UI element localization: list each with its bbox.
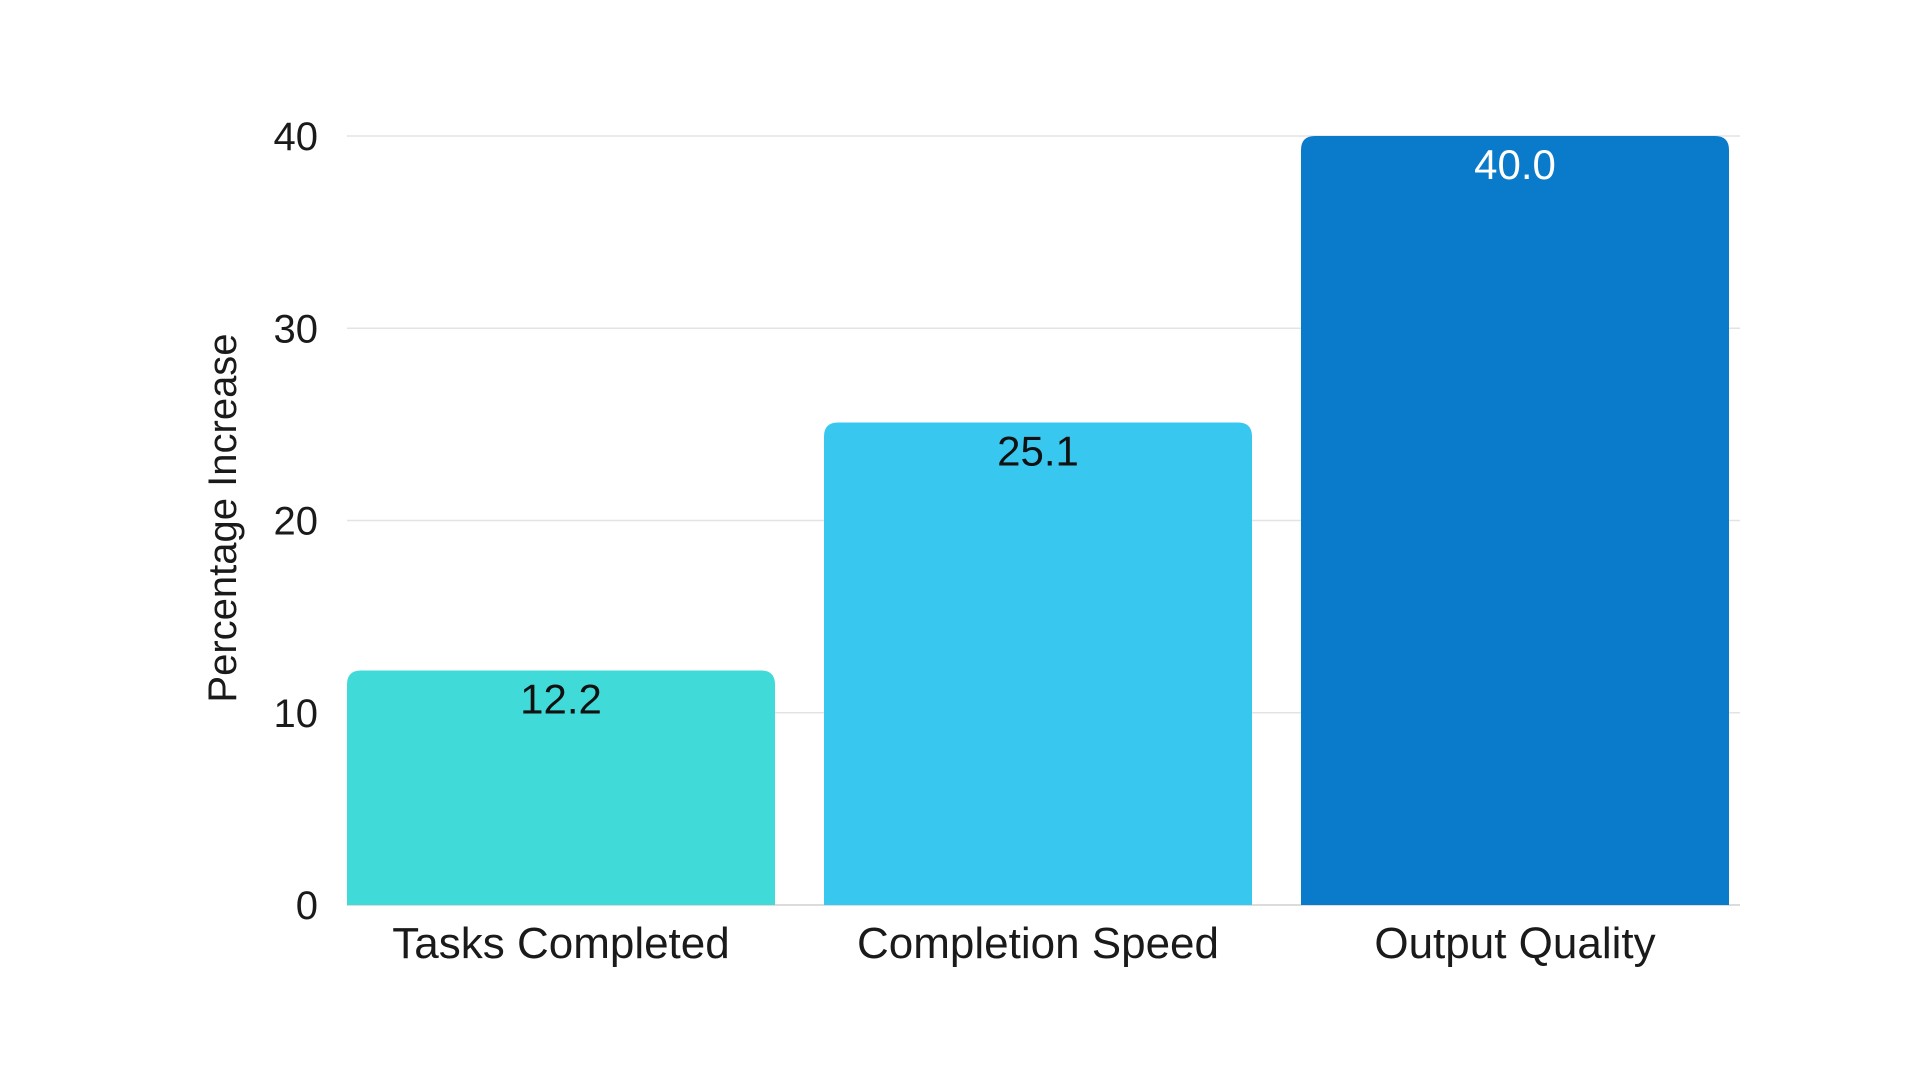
y-axis-ticks: 0 10 20 30 40 xyxy=(274,115,319,928)
x-category-label: Output Quality xyxy=(1374,919,1655,968)
y-tick-label: 40 xyxy=(274,115,319,159)
data-labels: 12.2 25.1 40.0 xyxy=(520,141,1556,722)
bar-tasks-completed xyxy=(347,670,775,905)
y-tick-label: 10 xyxy=(274,692,319,736)
data-label: 12.2 xyxy=(520,675,602,722)
y-tick-label: 0 xyxy=(296,884,318,928)
y-tick-label: 20 xyxy=(274,500,319,544)
bar-output-quality xyxy=(1301,136,1729,905)
y-axis-title: Percentage Increase xyxy=(201,333,245,702)
x-category-label: Completion Speed xyxy=(857,919,1219,968)
bars xyxy=(347,136,1729,905)
bar-completion-speed xyxy=(824,422,1252,905)
x-axis-categories: Tasks Completed Completion Speed Output Qu… xyxy=(392,919,1655,968)
x-category-label: Tasks Completed xyxy=(392,919,729,968)
data-label: 25.1 xyxy=(997,427,1079,474)
y-tick-label: 30 xyxy=(274,307,319,351)
data-label: 40.0 xyxy=(1474,141,1556,188)
